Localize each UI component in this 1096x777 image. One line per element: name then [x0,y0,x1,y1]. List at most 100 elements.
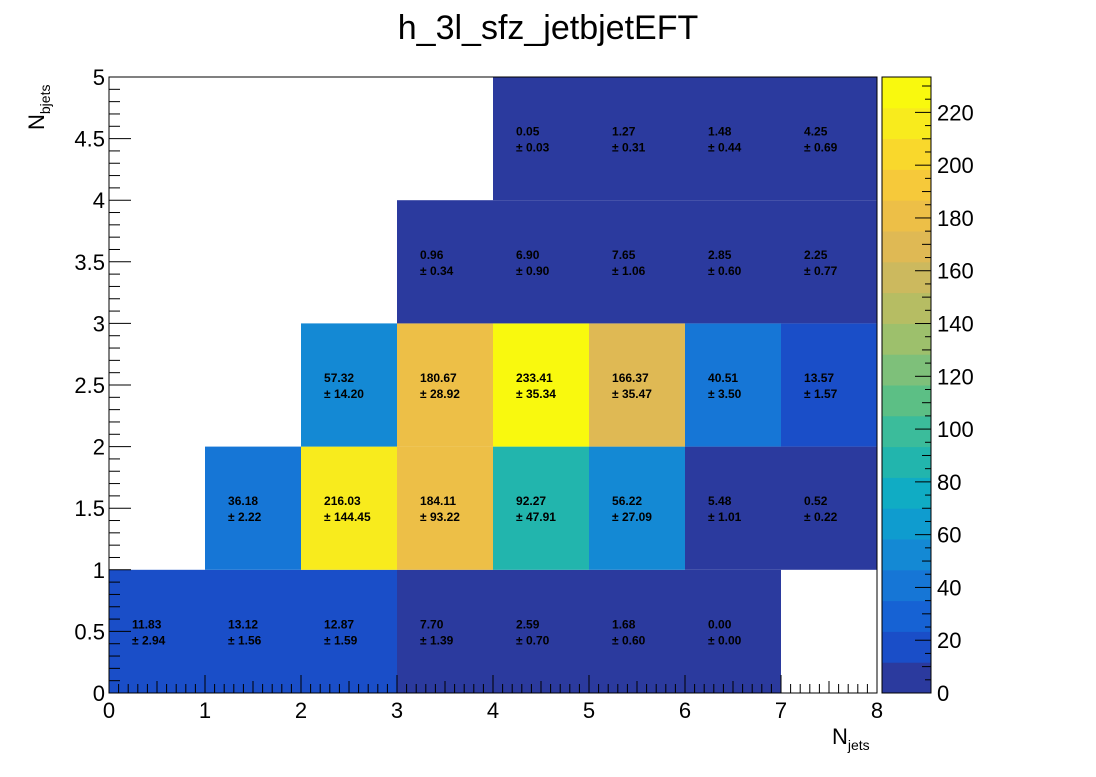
x-tick-label: 5 [583,698,595,723]
heatmap-cell [589,323,685,447]
cell-value-label: 1.68 [612,617,636,631]
cell-error-label: ± 1.56 [228,633,262,647]
cell-value-label: 0.05 [516,125,540,139]
cell-value-label: 4.25 [804,125,828,139]
color-scale-segment [882,231,931,263]
y-axis-label: Nbjets [24,85,53,130]
heatmap-cell [685,323,781,447]
x-tick-label: 3 [391,698,403,723]
cell-error-label: ± 1.06 [612,264,646,278]
heatmap-cell [685,200,781,324]
color-scale-tick-label: 200 [937,153,974,178]
color-scale-tick-label: 20 [937,628,961,653]
heatmap-cell [781,446,877,570]
cell-error-label: ± 14.20 [324,387,364,401]
cell-value-label: 2.85 [708,248,732,262]
heatmap-cell [205,569,301,693]
cell-value-label: 233.41 [516,371,553,385]
heatmap-cell [589,446,685,570]
color-scale-segment [882,415,931,448]
color-scale-segment [882,569,931,602]
x-axis-tick-labels: 0 1 2 3 4 5 6 7 8 [103,698,883,723]
color-scale-tick-label: 160 [937,259,974,284]
chart-title: h_3l_sfz_jetbjetEFT [398,9,699,47]
heatmap-cell [685,446,781,570]
color-scale-tick-label: 140 [937,312,974,337]
cell-error-label: ± 0.60 [612,633,646,647]
heatmap-cell [301,569,397,693]
color-scale-segment [882,477,931,509]
x-tick-label: 8 [871,698,883,723]
cell-error-label: ± 0.69 [804,141,838,155]
x-tick-label: 2 [295,698,307,723]
cell-value-label: 12.87 [324,617,354,631]
y-tick-label: 0.5 [74,619,105,644]
cell-error-label: ± 0.34 [420,264,454,278]
cell-error-label: ± 93.22 [420,510,460,524]
cell-value-label: 5.48 [708,494,732,508]
heatmap-cell [589,569,685,693]
x-tick-label: 4 [487,698,499,723]
color-scale-segment [882,600,931,632]
cell-value-label: 92.27 [516,494,546,508]
cell-value-label: 13.57 [804,371,834,385]
color-scale-frame [881,76,932,694]
y-tick-label: 3 [93,311,105,336]
cell-error-label: ± 2.22 [228,510,262,524]
color-scale-ticks [915,85,931,694]
cell-error-label: ± 1.59 [324,633,358,647]
heatmap-cell [493,323,589,447]
cell-value-label: 2.59 [516,617,540,631]
color-scale-segment [882,354,931,386]
cell-value-label: 11.83 [132,617,162,631]
cell-value-label: 1.27 [612,125,636,139]
heatmap-cell [493,446,589,570]
y-tick-label: 4.5 [74,127,105,152]
heatmap-cell [685,569,781,693]
cell-error-label: ± 0.90 [516,264,550,278]
cell-value-label: 180.67 [420,371,457,385]
y-axis-tick-labels: 0 0.5 1 1.5 2 2.5 3 3.5 4 4.5 5 [74,65,105,706]
color-scale-segment [882,662,931,694]
y-tick-label: 2 [93,435,105,460]
cell-error-label: ± 2.94 [132,633,166,647]
x-axis-label: Njets [832,724,870,753]
color-scale-segment [882,107,931,140]
color-scale-bar [881,76,932,694]
cell-error-label: ± 35.34 [516,387,556,401]
cell-value-label: 166.37 [612,371,649,385]
cell-value-label: 57.32 [324,371,354,385]
heatmap-cell [493,200,589,324]
heatmap-cell [397,446,493,570]
color-scale-tick-label: 40 [937,575,961,600]
color-scale-segment [882,200,931,232]
cell-value-label: 36.18 [228,494,258,508]
cell-value-label: 0.00 [708,617,732,631]
heatmap-cell [493,77,589,201]
color-scale-segment [882,169,931,201]
y-tick-label: 4 [93,188,105,213]
y-axis-ticks [109,76,131,694]
x-axis-ticks [108,675,878,693]
cell-value-label: 7.70 [420,617,444,631]
cell-value-label: 7.65 [612,248,636,262]
cell-error-label: ± 0.03 [516,141,550,155]
color-scale-tick-label: 120 [937,364,974,389]
heatmap-cell [301,446,397,570]
cell-value-label: 0.96 [420,248,444,262]
color-scale-segment [882,631,931,663]
color-scale-tick-label: 80 [937,470,961,495]
cell-value-label: 216.03 [324,494,361,508]
heatmap-cells [109,77,877,693]
cell-labels: 11.83 ± 2.94 13.12 ± 1.56 12.87 ± 1.59 7.70 ± 1… [132,125,838,648]
cell-value-label: 6.90 [516,248,540,262]
cell-error-label: ± 1.01 [708,510,742,524]
cell-value-label: 1.48 [708,125,732,139]
cell-error-label: ± 144.45 [324,510,371,524]
heatmap-cell [301,323,397,447]
heatmap-cell [397,200,493,324]
y-tick-label: 2.5 [74,373,105,398]
cell-error-label: ± 1.39 [420,633,454,647]
cell-value-label: 2.25 [804,248,828,262]
